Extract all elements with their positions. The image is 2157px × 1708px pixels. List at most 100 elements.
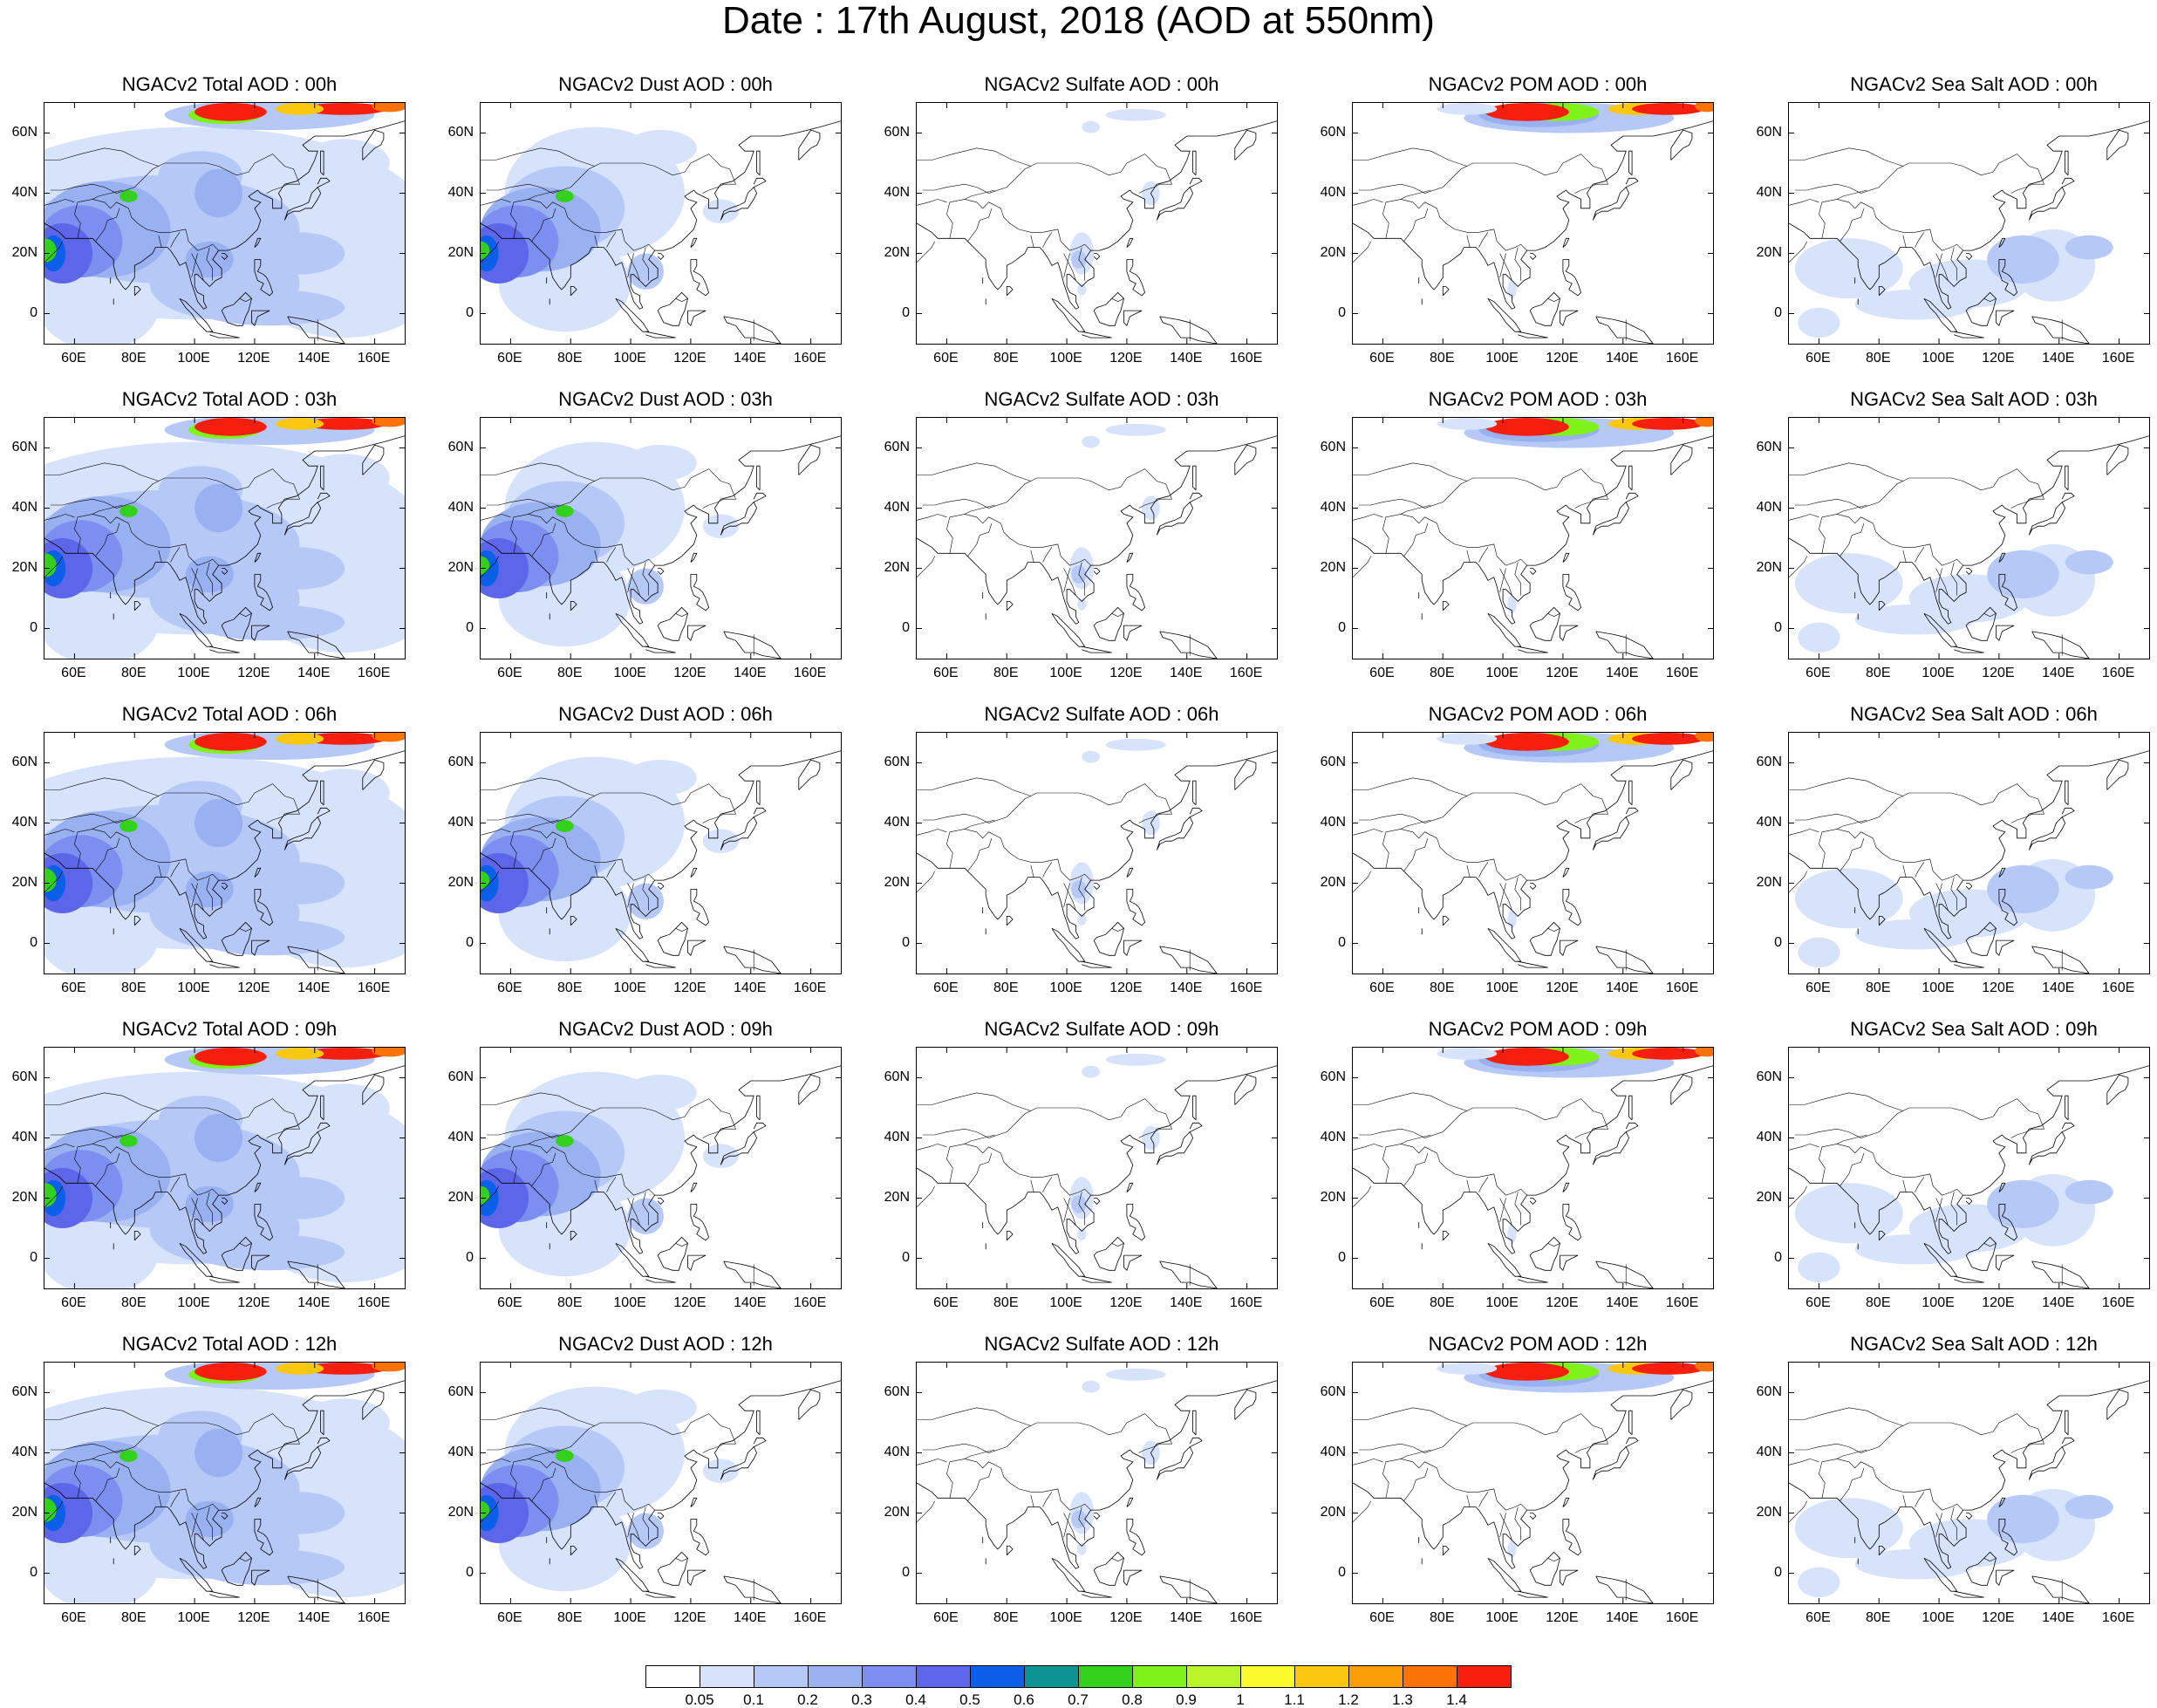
country-border xyxy=(1353,1500,1371,1523)
coastline xyxy=(687,1254,706,1272)
lat-label: 0 xyxy=(1338,1564,1346,1580)
aod-map xyxy=(917,733,1277,974)
country-border xyxy=(206,877,213,911)
country-border xyxy=(44,241,63,263)
lat-label: 40N xyxy=(1756,1444,1782,1459)
aod-map xyxy=(1353,733,1713,974)
country-border xyxy=(1789,556,1807,578)
aod-patch xyxy=(195,1428,243,1478)
colorbar-label: 1.1 xyxy=(1284,1691,1305,1708)
lon-label: 100E xyxy=(1485,980,1519,995)
coastline xyxy=(2065,780,2069,806)
colorbar-label: 0.5 xyxy=(959,1691,980,1708)
coastline xyxy=(690,888,710,926)
coastline xyxy=(1998,1203,2018,1241)
coastline xyxy=(1560,310,1579,327)
coastline xyxy=(179,297,214,332)
country-border xyxy=(1514,562,1521,596)
lon-label: 140E xyxy=(1170,351,1203,366)
country-border xyxy=(1819,1146,1826,1184)
coastline xyxy=(1093,1513,1101,1520)
coastline xyxy=(133,1230,141,1241)
lon-label: 160E xyxy=(1665,980,1699,995)
lon-label: 140E xyxy=(297,980,331,995)
coastline xyxy=(1082,646,1112,653)
lat-label: 60N xyxy=(11,1383,38,1399)
lon-label: 120E xyxy=(673,980,706,995)
country-border xyxy=(44,1459,75,1465)
aod-patch xyxy=(1632,1048,1704,1060)
coastline xyxy=(1529,253,1537,260)
coastline xyxy=(1998,1518,2018,1556)
lon-label: 80E xyxy=(121,351,147,366)
coastline xyxy=(317,1437,331,1447)
lon-label: 80E xyxy=(557,666,583,680)
country-border xyxy=(1063,1198,1076,1226)
country-border xyxy=(627,1513,634,1538)
lon-label: 80E xyxy=(121,666,147,680)
aod-map xyxy=(44,1363,405,1603)
country-border xyxy=(486,1413,736,1453)
country-border xyxy=(44,1144,75,1151)
map-plot xyxy=(1788,102,2150,345)
coastline xyxy=(1996,625,2015,642)
country-border xyxy=(1983,928,1997,933)
coastline xyxy=(1923,612,1958,647)
aod-patch xyxy=(1794,1183,1903,1244)
country-border xyxy=(1836,1134,1867,1144)
coastline xyxy=(798,129,821,161)
lat-label: 60N xyxy=(1756,124,1782,140)
coastline xyxy=(1954,646,1984,653)
coastline xyxy=(753,807,767,817)
country-border xyxy=(922,783,1172,823)
country-border xyxy=(1514,1506,1521,1541)
coastline xyxy=(1625,1122,1639,1132)
coastline xyxy=(1789,120,2149,310)
coastline xyxy=(1159,1575,1218,1603)
aod-patch xyxy=(44,1210,159,1288)
coastline xyxy=(1998,573,2018,611)
lat-label: 20N xyxy=(1320,244,1346,260)
coastline xyxy=(917,1065,1277,1254)
coastline xyxy=(2106,1389,2129,1420)
coastline xyxy=(1192,1095,1197,1121)
lon-label: 100E xyxy=(1922,351,1955,366)
country-border xyxy=(1063,253,1076,281)
country-border xyxy=(1789,777,1903,796)
lon-label: 160E xyxy=(793,1295,827,1310)
lon-label: 160E xyxy=(793,1610,827,1625)
lat-label: 60N xyxy=(1756,439,1782,454)
coastline xyxy=(254,1182,262,1192)
country-border xyxy=(481,556,499,578)
country-border xyxy=(1935,1198,1949,1226)
country-border xyxy=(77,1459,219,1511)
lon-label: 60E xyxy=(933,980,959,995)
aod-patch xyxy=(627,883,664,919)
country-border xyxy=(627,253,634,278)
coastline xyxy=(1628,1095,1633,1121)
coastline xyxy=(251,1569,270,1587)
country-border xyxy=(627,1198,634,1223)
panel-title: NGACv2 Total AOD : 03h xyxy=(121,388,338,410)
country-border xyxy=(510,1461,517,1499)
lon-label: 60E xyxy=(497,666,522,680)
map-panel: NGACv2 Dust AOD : 06h 60N 40N 20N 0 60E 80E 100… xyxy=(436,701,872,1015)
lon-label: 100E xyxy=(177,666,210,680)
lon-label: 100E xyxy=(1922,1295,1955,1310)
coastline xyxy=(133,600,141,611)
aod-patch xyxy=(44,868,57,892)
country-border xyxy=(1353,1144,1383,1151)
lon-label: 160E xyxy=(1229,351,1263,366)
country-border xyxy=(967,523,993,557)
lon-label: 100E xyxy=(613,980,646,995)
coastline xyxy=(615,612,650,647)
coastline xyxy=(1595,316,1654,344)
lon-label: 140E xyxy=(297,666,331,680)
coastline xyxy=(481,1065,841,1254)
country-border xyxy=(1078,877,1085,911)
lat-label: 60N xyxy=(1756,1069,1782,1084)
coastline xyxy=(1562,1497,1570,1507)
country-border xyxy=(481,1185,499,1208)
aod-patch xyxy=(702,1459,739,1483)
aod-patch xyxy=(1632,103,1704,115)
